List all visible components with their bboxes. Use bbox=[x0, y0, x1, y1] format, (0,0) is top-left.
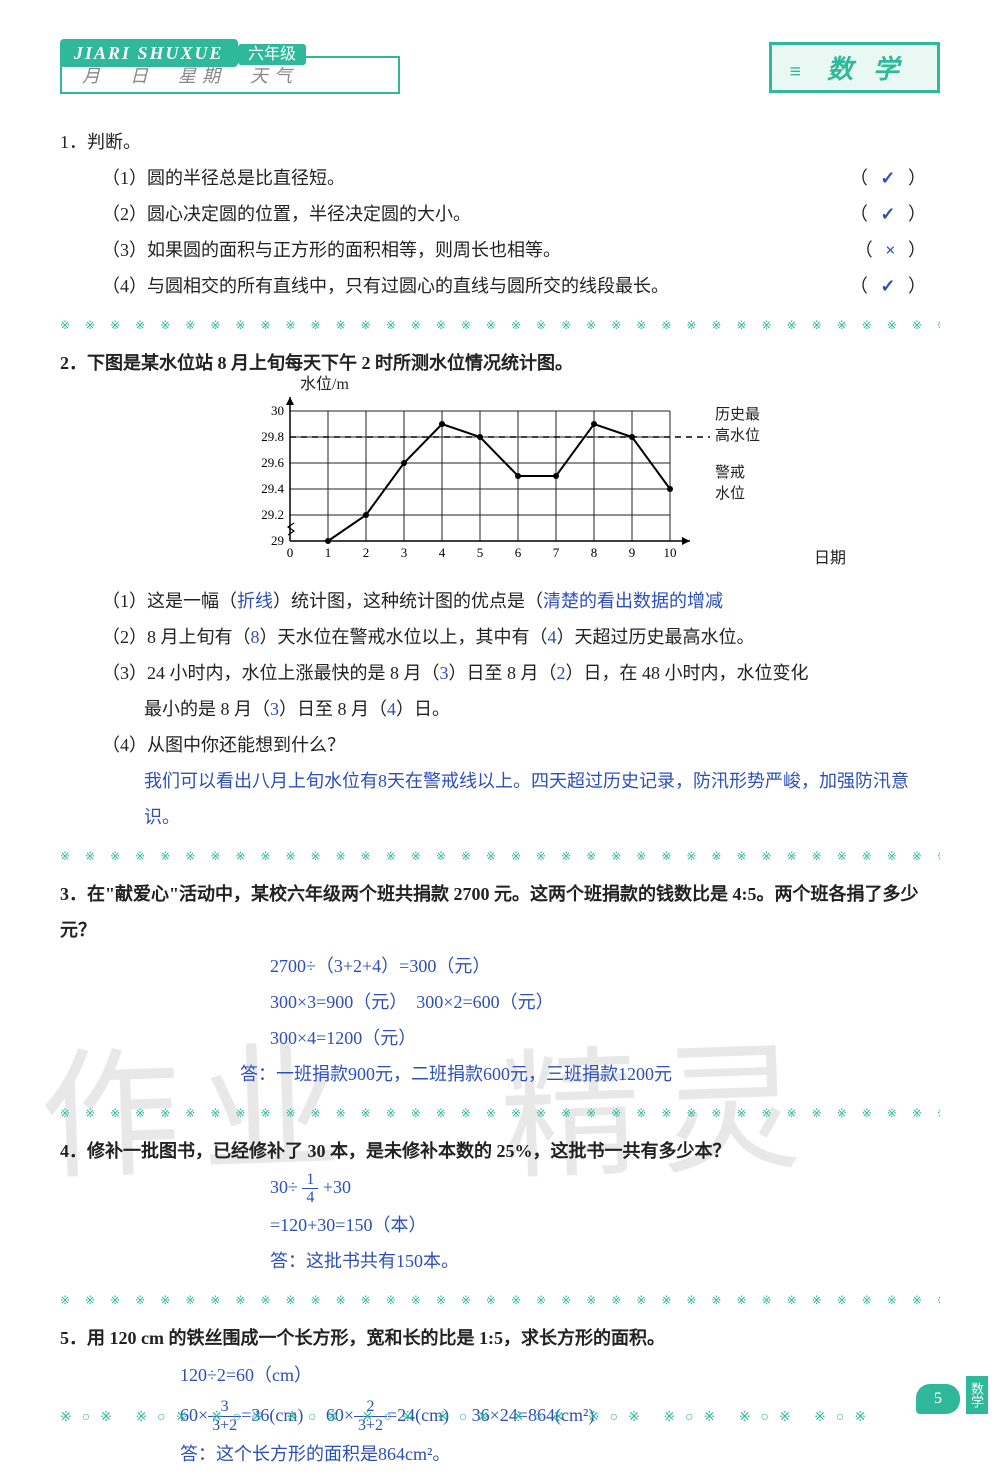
text: 30÷ bbox=[270, 1177, 298, 1197]
q4-title: 4．修补一批图书，已经修补了 30 本，是未修补本数的 25%，这批书一共有多少… bbox=[60, 1133, 940, 1169]
svg-text:30: 30 bbox=[271, 403, 284, 418]
answer: 清楚的看出数据的增减 bbox=[543, 591, 723, 611]
label-warning: 警戒 水位 bbox=[715, 463, 760, 505]
svg-text:29.8: 29.8 bbox=[261, 429, 284, 444]
svg-text:6: 6 bbox=[515, 545, 522, 560]
question-1: 1．判断。 （1）圆的半径总是比直径短。（ ✓ ）（2）圆心决定圆的位置，半径决… bbox=[60, 124, 940, 304]
q5-title: 5．用 120 cm 的铁丝围成一个长方形，宽和长的比是 1:5，求长方形的面积… bbox=[60, 1320, 940, 1356]
judge-mark: （ ✓ ） bbox=[850, 160, 930, 196]
label-history-high: 历史最 高水位 bbox=[715, 405, 760, 447]
text: ）日至 8 月（ bbox=[279, 699, 387, 719]
answer: 3 bbox=[440, 663, 449, 683]
judge-mark: （ ✓ ） bbox=[850, 196, 930, 232]
answer: 4 bbox=[548, 627, 557, 647]
judge-text: （3）如果圆的面积与正方形的面积相等，则周长也相等。 bbox=[102, 232, 561, 268]
text: ）统计图，这种统计图的优点是（ bbox=[273, 591, 543, 611]
q2-sub4: （4）从图中你还能想到什么？ bbox=[60, 727, 940, 763]
text: ）日。 bbox=[396, 699, 450, 719]
svg-text:29.4: 29.4 bbox=[261, 481, 284, 496]
svg-text:29.6: 29.6 bbox=[261, 455, 284, 470]
q2-sub1: （1）这是一幅（折线）统计图，这种统计图的优点是（清楚的看出数据的增减 bbox=[60, 583, 940, 619]
judge-row: （2）圆心决定圆的位置，半径决定圆的大小。 （ ✓ ） bbox=[102, 196, 940, 232]
judge-text: （4）与圆相交的所有直线中，只有过圆心的直线与圆所交的线段最长。 bbox=[102, 268, 669, 304]
numerator: 1 bbox=[302, 1171, 318, 1190]
page-number: 5 bbox=[916, 1384, 960, 1414]
text: 120÷2=60（cm） bbox=[180, 1356, 940, 1396]
bottom-decoration: ※○※ ※○※ ※○※ ※○※ ※○※ ※○※ ※○※ ※○※ ※○※ ※○※ … bbox=[60, 1409, 880, 1426]
text: ）天超过历史最高水位。 bbox=[557, 627, 755, 647]
fraction: 14 bbox=[302, 1171, 318, 1207]
q5-answer: 答：这个长方形的面积是864cm²。 bbox=[180, 1435, 940, 1475]
date-row: 月 日 星期 天气 bbox=[60, 56, 400, 94]
judge-mark: （ ✓ ） bbox=[850, 268, 930, 304]
text: ）天水位在警戒水位以上，其中有（ bbox=[260, 627, 548, 647]
text: =120+30=150（本） bbox=[270, 1207, 940, 1243]
water-level-chart: 水位/m 2929.229.429.629.830012345678910 日期… bbox=[240, 391, 800, 573]
svg-text:0: 0 bbox=[287, 545, 294, 560]
text: ）日，在 48 小时内，水位变化 bbox=[566, 663, 809, 683]
answer: 8 bbox=[251, 627, 260, 647]
denominator: 4 bbox=[302, 1189, 318, 1207]
judge-text: （1）圆的半径总是比直径短。 bbox=[102, 160, 345, 196]
svg-text:5: 5 bbox=[477, 545, 484, 560]
chart-y-label: 水位/m bbox=[300, 369, 349, 401]
section-divider: ※ ※ ※ ※ ※ ※ ※ ※ ※ ※ ※ ※ ※ ※ ※ ※ ※ ※ ※ ※ … bbox=[60, 1293, 940, 1308]
svg-text:3: 3 bbox=[401, 545, 408, 560]
work-line: 300×4=1200（元） bbox=[270, 1020, 940, 1056]
answer: 4 bbox=[387, 699, 396, 719]
q3-title: 3．在"献爱心"活动中，某校六年级两个班共捐款 2700 元。这两个班捐款的钱数… bbox=[60, 884, 918, 940]
chart-right-labels: 历史最 高水位 警戒 水位 bbox=[715, 405, 760, 505]
svg-text:9: 9 bbox=[629, 545, 636, 560]
judge-row: （1）圆的半径总是比直径短。 （ ✓ ） bbox=[102, 160, 940, 196]
judge-mark: （ × ） bbox=[855, 232, 930, 268]
q2-sub3: （3）24 小时内，水位上涨最快的是 8 月（3）日至 8 月（2）日，在 48… bbox=[60, 655, 940, 691]
svg-text:10: 10 bbox=[664, 545, 677, 560]
page-side-label: 数学 bbox=[966, 1376, 988, 1414]
question-4: 4．修补一批图书，已经修补了 30 本，是未修补本数的 25%，这批书一共有多少… bbox=[60, 1133, 940, 1279]
judge-text: （2）圆心决定圆的位置，半径决定圆的大小。 bbox=[102, 196, 471, 232]
q1-title: 1．判断。 bbox=[60, 124, 940, 160]
q2-sub3b: 最小的是 8 月（3）日至 8 月（4）日。 bbox=[60, 691, 940, 727]
text: （1）这是一幅（ bbox=[102, 591, 237, 611]
text: （2）8 月上旬有（ bbox=[102, 627, 251, 647]
q2-sub2: （2）8 月上旬有（8）天水位在警戒水位以上，其中有（4）天超过历史最高水位。 bbox=[60, 619, 940, 655]
answer: 折线 bbox=[237, 591, 273, 611]
section-divider: ※ ※ ※ ※ ※ ※ ※ ※ ※ ※ ※ ※ ※ ※ ※ ※ ※ ※ ※ ※ … bbox=[60, 849, 940, 864]
answer: 2 bbox=[557, 663, 566, 683]
q4-work: 30÷ 14 +30 =120+30=150（本） 答：这批书共有150本。 bbox=[60, 1169, 940, 1279]
q4-answer: 答：这批书共有150本。 bbox=[270, 1243, 940, 1279]
svg-text:8: 8 bbox=[591, 545, 598, 560]
text: 最小的是 8 月（ bbox=[144, 699, 270, 719]
question-2: 2．下图是某水位站 8 月上旬每天下午 2 时所测水位情况统计图。 水位/m 2… bbox=[60, 345, 940, 835]
judge-row: （3）如果圆的面积与正方形的面积相等，则周长也相等。 （ × ） bbox=[102, 232, 940, 268]
svg-text:7: 7 bbox=[553, 545, 560, 560]
q3-answer: 答：一班捐款900元，二班捐款600元，三班捐款1200元 bbox=[60, 1056, 940, 1092]
svg-text:4: 4 bbox=[439, 545, 446, 560]
text: ）日至 8 月（ bbox=[449, 663, 557, 683]
svg-text:1: 1 bbox=[325, 545, 332, 560]
question-3: 3．在"献爱心"活动中，某校六年级两个班共捐款 2700 元。这两个班捐款的钱数… bbox=[60, 876, 940, 1092]
work-line: 2700÷（3+2+4）=300（元） bbox=[270, 948, 940, 984]
text: （3）24 小时内，水位上涨最快的是 8 月（ bbox=[102, 663, 440, 683]
question-5: 5．用 120 cm 的铁丝围成一个长方形，宽和长的比是 1:5，求长方形的面积… bbox=[60, 1320, 940, 1475]
page-header: JIARI SHUXUE 六年级 月 日 星期 天气 数学 bbox=[60, 40, 940, 94]
svg-text:29: 29 bbox=[271, 533, 284, 548]
q2-title: 2．下图是某水位站 8 月上旬每天下午 2 时所测水位情况统计图。 bbox=[60, 345, 940, 381]
section-divider: ※ ※ ※ ※ ※ ※ ※ ※ ※ ※ ※ ※ ※ ※ ※ ※ ※ ※ ※ ※ … bbox=[60, 1106, 940, 1121]
svg-text:2: 2 bbox=[363, 545, 370, 560]
text: +30 bbox=[323, 1177, 351, 1197]
chart-svg: 29 29.2 29.4 29.6 29.8 30 0 1 2 3 4 5 6 7 8 9 10 bbox=[240, 391, 710, 561]
judge-row: （4）与圆相交的所有直线中，只有过圆心的直线与圆所交的线段最长。 （ ✓ ） bbox=[102, 268, 940, 304]
subject-box: 数学 bbox=[769, 42, 940, 93]
svg-text:29.2: 29.2 bbox=[261, 507, 284, 522]
section-divider: ※ ※ ※ ※ ※ ※ ※ ※ ※ ※ ※ ※ ※ ※ ※ ※ ※ ※ ※ ※ … bbox=[60, 318, 940, 333]
work-line: 300×3=900（元） 300×2=600（元） bbox=[270, 984, 940, 1020]
q2-sub4-answer: 我们可以看出八月上旬水位有8天在警戒线以上。四天超过历史记录，防汛形势严峻，加强… bbox=[60, 763, 940, 835]
chart-x-label: 日期 bbox=[814, 543, 846, 575]
answer: 3 bbox=[270, 699, 279, 719]
